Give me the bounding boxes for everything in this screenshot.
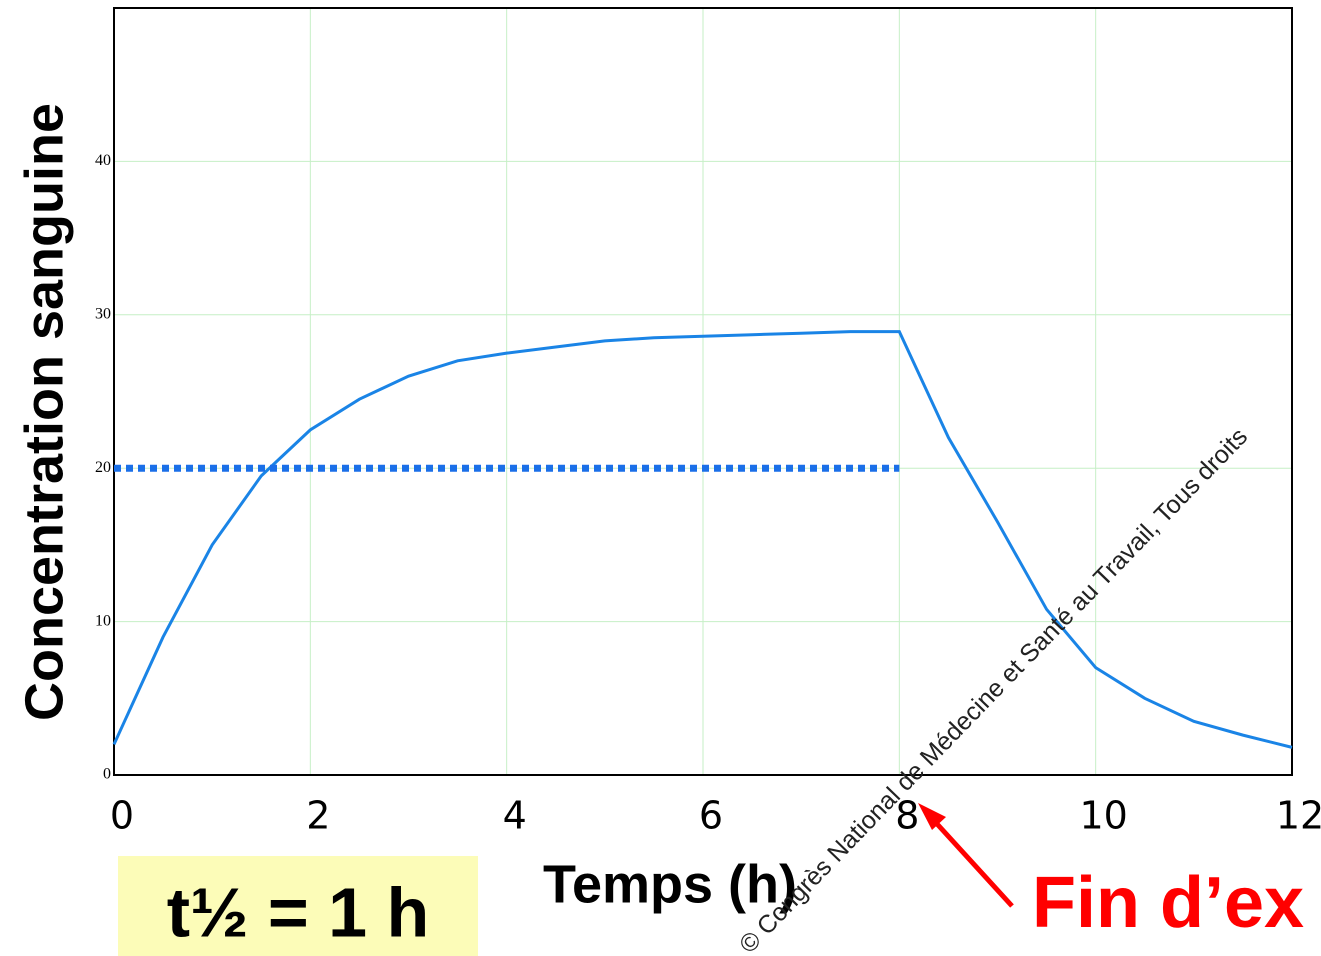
y-tick-label: 10 (95, 612, 111, 629)
x-tick-label: 10 (1079, 794, 1127, 838)
x-tick-label: 12 (1276, 794, 1321, 838)
x-axis-label: Temps (h) (543, 854, 797, 914)
annotation-box (118, 856, 478, 956)
x-tick-label: 2 (306, 794, 330, 838)
y-tick-label: 30 (95, 305, 111, 322)
x-tick-label: 6 (699, 794, 723, 838)
data-line (112, 330, 1293, 749)
arrow (926, 812, 1014, 908)
y-tick-label: 20 (95, 459, 111, 476)
x-tick-label: 0 (110, 794, 134, 838)
x-tick-label: 8 (895, 794, 919, 838)
y-tick-label: 40 (95, 152, 111, 169)
plot-frame (113, 7, 1293, 776)
x-tick-label: 4 (503, 794, 527, 838)
y-tick-label: 0 (103, 766, 111, 783)
arrow-head (918, 803, 946, 830)
y-axis-label: Concentration sanguine (14, 103, 74, 721)
annotation: Fin d’ex (1032, 863, 1304, 943)
annotation: t½ = 1 h (167, 873, 430, 951)
